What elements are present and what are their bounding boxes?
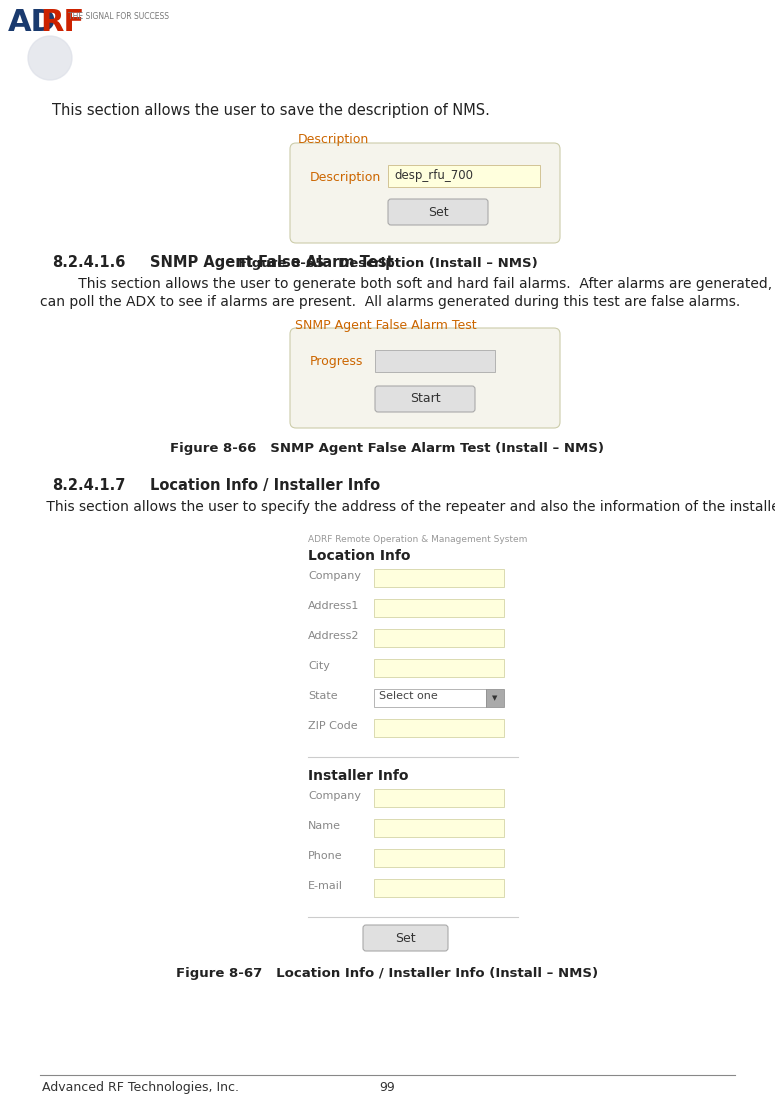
- Text: City: City: [308, 660, 330, 671]
- Circle shape: [28, 36, 72, 80]
- Bar: [388, 165, 540, 187]
- Text: Name: Name: [308, 821, 341, 831]
- Text: 8.2.4.1.7: 8.2.4.1.7: [52, 478, 126, 493]
- Text: Figure 8-67   Location Info / Installer Info (Install – NMS): Figure 8-67 Location Info / Installer In…: [177, 967, 598, 980]
- Text: Figure 8-65   Description (Install – NMS): Figure 8-65 Description (Install – NMS): [238, 257, 537, 270]
- Text: AD: AD: [8, 8, 57, 37]
- Bar: [374, 689, 486, 707]
- Text: Figure 8-66   SNMP Agent False Alarm Test (Install – NMS): Figure 8-66 SNMP Agent False Alarm Test …: [170, 442, 604, 455]
- Text: Progress: Progress: [310, 355, 363, 368]
- Text: Company: Company: [308, 791, 361, 801]
- Bar: [374, 819, 504, 837]
- Text: ADRF Remote Operation & Management System: ADRF Remote Operation & Management Syste…: [308, 535, 527, 544]
- Text: State: State: [308, 691, 338, 701]
- Bar: [374, 789, 504, 807]
- Text: This section allows the user to generate both soft and hard fail alarms.  After : This section allows the user to generate…: [52, 277, 775, 291]
- FancyBboxPatch shape: [290, 143, 560, 243]
- FancyBboxPatch shape: [363, 925, 448, 951]
- Text: Location Info: Location Info: [308, 550, 411, 563]
- Text: SNMP Agent False Alarm Test: SNMP Agent False Alarm Test: [295, 319, 477, 332]
- Bar: [374, 599, 504, 617]
- Text: RF: RF: [40, 8, 84, 37]
- Text: ▼: ▼: [492, 695, 498, 701]
- Text: This section allows the user to specify the address of the repeater and also the: This section allows the user to specify …: [42, 500, 775, 514]
- Bar: [374, 719, 504, 737]
- FancyBboxPatch shape: [375, 386, 475, 412]
- Text: Set: Set: [428, 206, 448, 219]
- Text: Select one: Select one: [379, 691, 438, 701]
- Text: Location Info / Installer Info: Location Info / Installer Info: [150, 478, 380, 493]
- Text: Start: Start: [410, 392, 440, 406]
- Text: Phone: Phone: [308, 851, 343, 861]
- Text: desp_rfu_700: desp_rfu_700: [394, 169, 473, 182]
- Text: THE SIGNAL FOR SUCCESS: THE SIGNAL FOR SUCCESS: [68, 12, 169, 21]
- Bar: [374, 879, 504, 897]
- Bar: [374, 569, 504, 587]
- Text: This section allows the user to save the description of NMS.: This section allows the user to save the…: [52, 103, 490, 118]
- Text: Company: Company: [308, 571, 361, 581]
- Text: Installer Info: Installer Info: [308, 769, 408, 782]
- Text: E-mail: E-mail: [308, 881, 343, 891]
- FancyBboxPatch shape: [388, 199, 488, 225]
- Text: can poll the ADX to see if alarms are present.  All alarms generated during this: can poll the ADX to see if alarms are pr…: [40, 295, 740, 309]
- Bar: [486, 689, 504, 707]
- Bar: [374, 850, 504, 867]
- Text: Address1: Address1: [308, 601, 360, 611]
- Text: Advanced RF Technologies, Inc.: Advanced RF Technologies, Inc.: [42, 1081, 239, 1094]
- Bar: [374, 659, 504, 677]
- Bar: [374, 629, 504, 647]
- Bar: [375, 349, 495, 371]
- Text: ZIP Code: ZIP Code: [308, 721, 357, 731]
- Text: Address2: Address2: [308, 631, 360, 641]
- Text: 99: 99: [380, 1081, 395, 1094]
- FancyBboxPatch shape: [290, 328, 560, 428]
- Text: Description: Description: [310, 171, 381, 184]
- Text: SNMP Agent False Alarm Test: SNMP Agent False Alarm Test: [150, 255, 394, 270]
- Text: Set: Set: [395, 932, 416, 944]
- Text: 8.2.4.1.6: 8.2.4.1.6: [52, 255, 126, 270]
- Text: Description: Description: [298, 133, 369, 146]
